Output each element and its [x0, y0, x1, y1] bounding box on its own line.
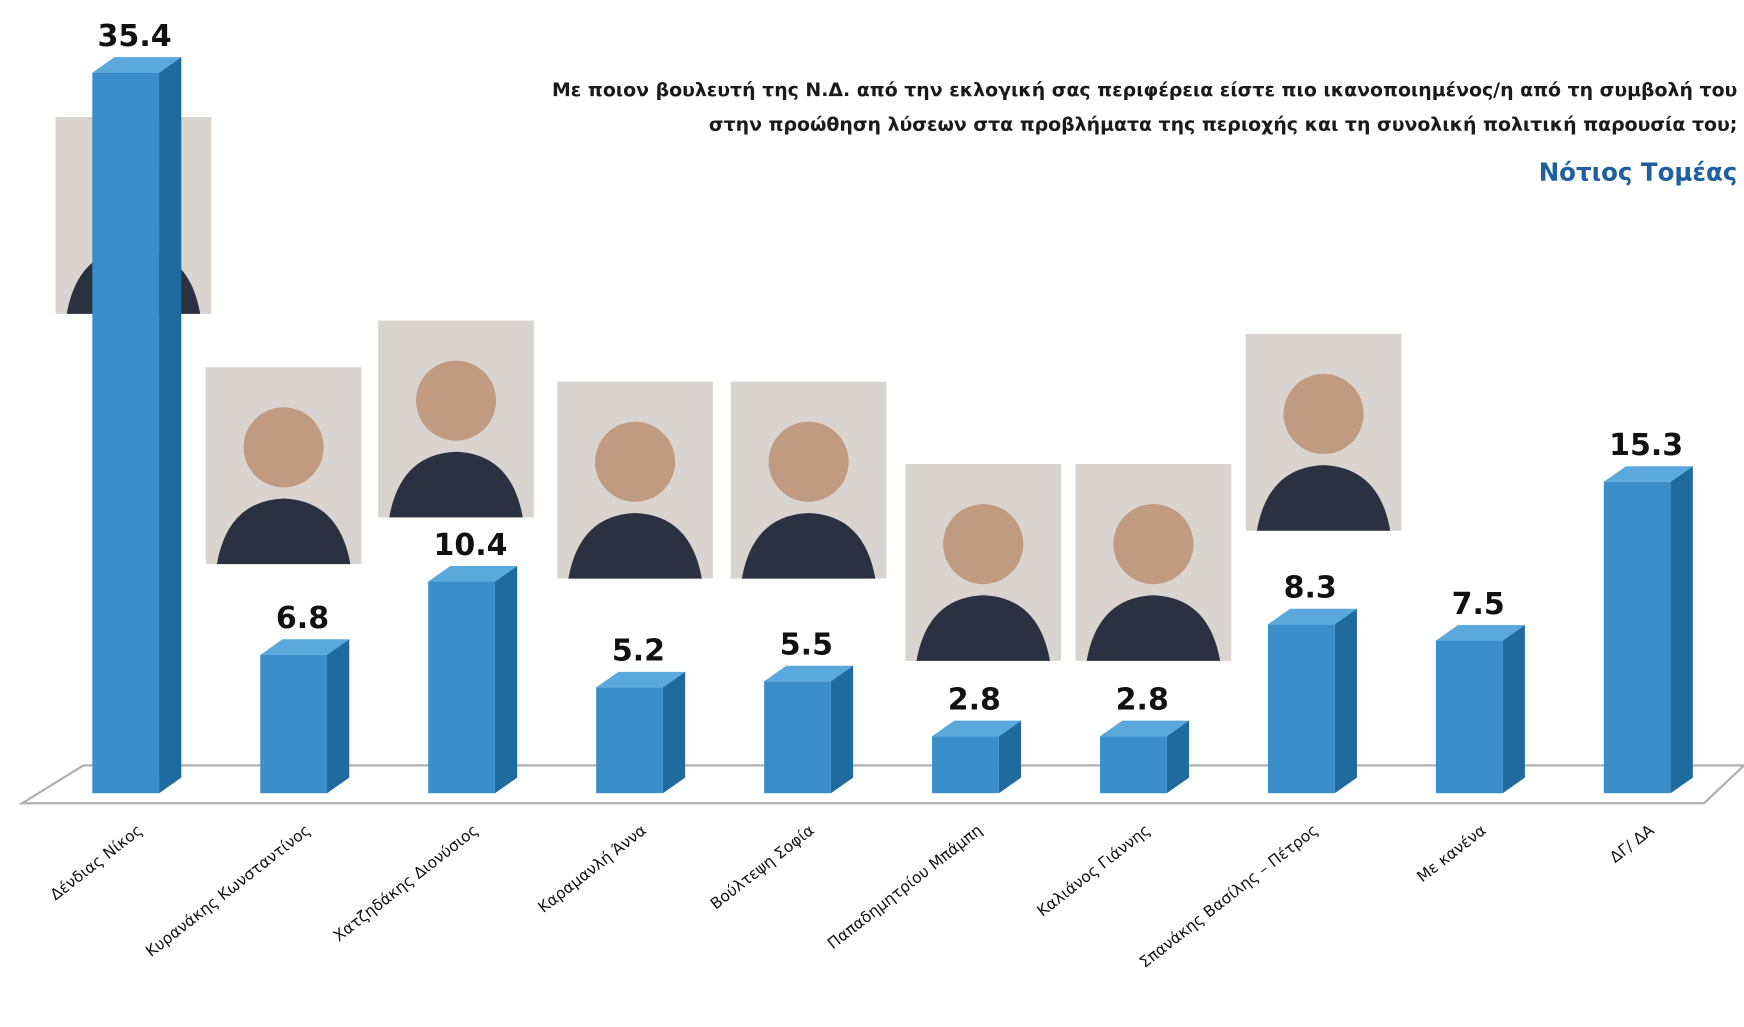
bar	[92, 72, 160, 794]
value-label: 2.8	[1116, 683, 1169, 718]
floor	[18, 764, 1744, 805]
bar-top	[92, 57, 182, 73]
photo-head	[1283, 373, 1364, 454]
bar-top	[260, 639, 350, 655]
photo-body	[568, 512, 702, 579]
value-label: 8.3	[1284, 571, 1337, 606]
bar-side	[662, 671, 686, 794]
x-tick-label: Βούλτεψη Σοφία	[707, 821, 818, 913]
bar-side	[1670, 466, 1693, 794]
photos	[55, 116, 1402, 661]
bar-top	[1100, 720, 1189, 737]
bar-top	[932, 720, 1022, 737]
bar-side	[1334, 608, 1357, 794]
bar-side	[1502, 625, 1525, 794]
photo-head	[943, 504, 1024, 585]
chart-subtitle: Νότιος Τομέας	[1539, 157, 1738, 186]
chart-title: Με ποιον βουλευτή της Ν.Δ. από την εκλογ…	[552, 79, 1737, 101]
photo-head	[415, 360, 497, 441]
x-tick-label: Καλιάνος Γιάννης	[1034, 821, 1154, 920]
bar-top	[596, 671, 686, 688]
bar	[596, 687, 663, 794]
bar-side	[998, 720, 1022, 794]
x-tick-label: Σπανάκης Βασίλης – Πέτρος	[1136, 821, 1322, 972]
photo-body	[389, 451, 523, 518]
bar	[1100, 736, 1167, 794]
photo-head	[1113, 504, 1194, 585]
bar-side	[327, 639, 350, 794]
bar-side	[1166, 720, 1189, 794]
x-tick-label: Δένδιας Νίκος	[47, 821, 146, 904]
bar	[1267, 624, 1335, 794]
bar-top	[1435, 625, 1525, 641]
x-tick-label: ΔΓ/ ΔΑ	[1606, 821, 1657, 867]
bar	[1435, 640, 1503, 794]
value-label: 6.8	[276, 601, 329, 636]
value-label: 5.2	[612, 634, 665, 669]
bar	[932, 736, 999, 794]
photo-body	[741, 512, 876, 579]
bar-top	[1267, 608, 1357, 625]
bar-side	[830, 665, 854, 794]
value-label: 2.8	[948, 683, 1001, 718]
x-tick-label: Παπαδημητρίου Μπάμπη	[824, 821, 986, 953]
photo-body	[1086, 595, 1221, 661]
x-tick-label: Με κανένα	[1414, 821, 1490, 886]
photo-body	[216, 498, 351, 565]
value-label: 5.5	[780, 628, 833, 663]
bar	[1603, 481, 1671, 794]
bar-side	[159, 57, 182, 794]
x-tick-label: Κυρανάκης Κωνσταντίνος	[142, 821, 313, 960]
value-label: 15.3	[1609, 428, 1683, 463]
bar	[260, 654, 327, 794]
photo-body	[916, 595, 1050, 661]
value-label: 10.4	[433, 528, 507, 563]
x-tick-label: Χατζηδάκης Διονύσιος	[330, 821, 482, 945]
bar	[428, 581, 495, 794]
value-label: 7.5	[1452, 587, 1505, 622]
bar-top	[1603, 466, 1693, 482]
bar-top	[428, 565, 518, 582]
photo-head	[595, 421, 676, 502]
bar-side	[494, 565, 518, 794]
value-label: 35.4	[98, 19, 172, 54]
chart-title: στην προώθηση λύσεων στα προβλήματα της …	[709, 113, 1737, 135]
photo-body	[1256, 465, 1391, 531]
x-tick-label: Καραμανλή Άννα	[535, 821, 650, 916]
bar-top	[764, 665, 854, 682]
bar	[764, 681, 831, 794]
photo-head	[243, 407, 324, 488]
photo-head	[768, 421, 849, 502]
